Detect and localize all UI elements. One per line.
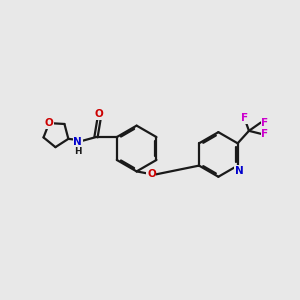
- Text: H: H: [74, 147, 82, 156]
- Text: F: F: [261, 118, 268, 128]
- Text: N: N: [235, 166, 244, 176]
- Text: O: O: [94, 109, 103, 119]
- Text: N: N: [73, 137, 82, 147]
- Text: O: O: [147, 169, 156, 179]
- Text: O: O: [45, 118, 53, 128]
- Text: F: F: [261, 129, 268, 139]
- Text: F: F: [241, 113, 248, 123]
